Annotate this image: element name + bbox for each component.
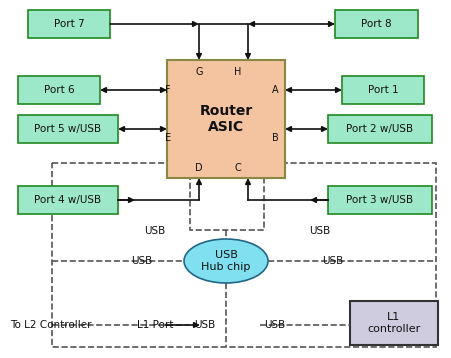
Text: To L2 Controller: To L2 Controller bbox=[10, 320, 92, 330]
Bar bbox=[190, 163, 264, 230]
Bar bbox=[167, 60, 285, 178]
Bar bbox=[328, 115, 432, 143]
Text: Port 3 w/USB: Port 3 w/USB bbox=[346, 195, 414, 205]
Bar bbox=[342, 76, 424, 104]
Text: USB: USB bbox=[144, 226, 166, 236]
Text: Port 8: Port 8 bbox=[361, 19, 392, 29]
Bar bbox=[18, 186, 118, 214]
Bar bbox=[328, 186, 432, 214]
Text: C: C bbox=[235, 163, 241, 173]
Text: Port 2 w/USB: Port 2 w/USB bbox=[346, 124, 414, 134]
Text: A: A bbox=[272, 85, 278, 95]
Text: USB: USB bbox=[322, 256, 344, 266]
Text: Port 4 w/USB: Port 4 w/USB bbox=[34, 195, 101, 205]
Text: H: H bbox=[235, 67, 242, 77]
Bar bbox=[350, 301, 438, 345]
Bar bbox=[28, 10, 110, 38]
Text: Router
ASIC: Router ASIC bbox=[199, 104, 253, 134]
Text: L1 Port: L1 Port bbox=[137, 320, 173, 330]
Text: USB: USB bbox=[264, 320, 285, 330]
Text: USB: USB bbox=[194, 320, 216, 330]
Bar bbox=[18, 115, 118, 143]
Text: Port 1: Port 1 bbox=[368, 85, 398, 95]
Text: USB: USB bbox=[131, 256, 152, 266]
Text: D: D bbox=[195, 163, 203, 173]
Text: G: G bbox=[195, 67, 203, 77]
Text: Port 7: Port 7 bbox=[54, 19, 84, 29]
Text: Port 6: Port 6 bbox=[44, 85, 74, 95]
Text: USB
Hub chip: USB Hub chip bbox=[201, 250, 251, 272]
Text: Port 5 w/USB: Port 5 w/USB bbox=[34, 124, 101, 134]
Bar bbox=[335, 10, 418, 38]
Bar bbox=[52, 163, 436, 347]
Bar bbox=[18, 76, 100, 104]
Text: USB: USB bbox=[309, 226, 331, 236]
Text: L1
controller: L1 controller bbox=[368, 312, 421, 334]
Text: B: B bbox=[272, 133, 278, 143]
Text: F: F bbox=[165, 85, 171, 95]
Text: E: E bbox=[165, 133, 171, 143]
Ellipse shape bbox=[184, 239, 268, 283]
